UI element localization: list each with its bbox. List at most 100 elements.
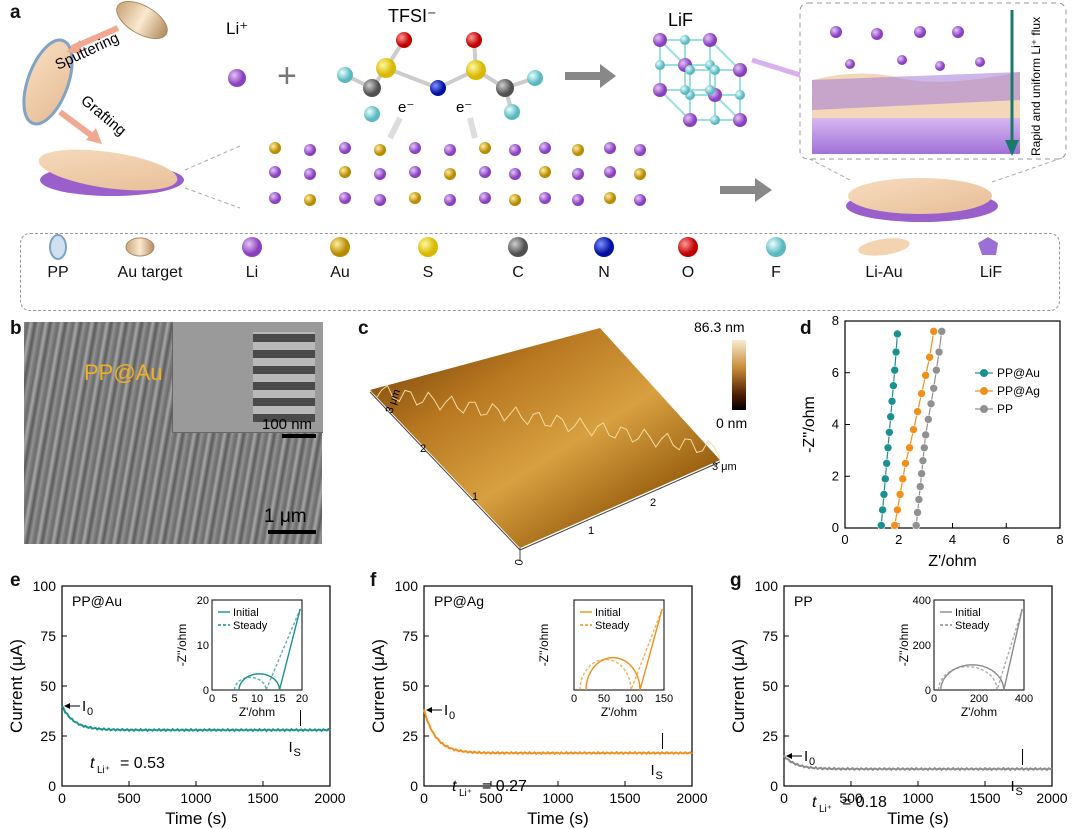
sem-sample-label: PP@Au [84,360,163,385]
afm-tick-right-2: 2 [650,497,656,509]
f-inset-legend-label-1: Steady [595,620,630,632]
d-ylabel: -Z''/ohm [801,396,818,453]
legend-li-au-label: Li-Au [865,264,903,281]
electron-label-2: e⁻ [456,99,472,116]
afm-axis-right [519,461,721,551]
f-xtick-label: 500 [479,790,503,806]
afm-max-label: 86.3 nm [694,319,745,335]
d-point [914,495,924,504]
plus-sign: + [277,57,297,95]
d-xtick-label: 2 [895,532,902,547]
eis-chart-d: 0 2 4 6 8 0 2 4 6 8 Z'/ohm -Z''/ohm PP@Au PP@Ag PP [801,315,1064,570]
d-point [921,430,930,440]
d-xlabel: Z'/ohm [928,553,976,570]
g-inset-frame [933,599,1025,691]
legend-pp-label: PP [47,264,69,281]
g-is-sub: S [1016,786,1023,798]
e-ytick-label: 25 [40,728,56,744]
g-inset-ytick-label: 200 [913,640,931,652]
li-atom [634,144,646,156]
e-ytick-label: 100 [33,578,57,594]
lif-label: LiF [668,10,693,30]
electron-arrows-icon [387,116,478,140]
f-i0-arrowhead [426,707,432,713]
g-current-line [783,754,1053,772]
d-point [876,521,886,530]
g-inset-xtick-label: 200 [970,693,988,705]
legend-li-au-icon [858,238,910,256]
au-atom [409,192,421,204]
legend-au-target-icon [125,237,155,257]
d-point [889,381,898,390]
g-i0-label: I [804,748,808,765]
f-inset-xtick-label: 100 [625,693,643,705]
li-atom [374,194,386,206]
li-ion-icon [228,69,246,87]
e-xtick-label: 0 [58,790,66,806]
f-is-sub: S [656,770,663,782]
e-ytick-label: 0 [48,778,56,794]
grafting-arrow-icon [58,109,97,141]
d-xtick-label: 0 [841,532,848,547]
li-atom [409,166,421,178]
g-inset-ytick-label: 0 [925,685,931,697]
d-point [913,407,922,416]
d-point [917,469,926,478]
au-atom [269,142,281,154]
legend-lif-icon [978,237,998,255]
lif-lattice-atoms [653,33,747,127]
panel-a-illustration: Sputtering Grafting Li⁺ + TFSI⁻ e⁻ e⁻ [22,0,1067,222]
f-ylabel: Current (μA) [369,639,388,733]
afm-colorbar [732,340,746,410]
li-atom [269,166,281,178]
li-atom [539,192,551,204]
legend-icons [49,234,998,260]
d-point [932,365,941,375]
e-xlabel: Time (s) [165,809,227,828]
e-inset-steady-line [233,608,301,691]
e-t-sub: Li⁺ [97,765,110,776]
d-point [937,327,947,336]
d-point [915,482,925,491]
d-ytick-label: 4 [832,417,839,432]
d-point [913,508,922,517]
f-ytick-label: 50 [402,678,418,694]
f-inset-legend-label-0: Initial [595,607,621,619]
scale-small-bar [282,434,316,438]
d-point [929,383,938,393]
e-xtick-label: 500 [117,790,141,806]
g-is-label: I [1011,778,1015,795]
d-xtick-label: 8 [1056,532,1063,547]
d-point [924,415,933,424]
e-inset-xtick-label: 10 [251,693,263,705]
e-is-sub: S [294,747,301,759]
li-atom [572,168,584,180]
li-atom [409,142,421,154]
legend-li-icon [242,237,262,257]
g-inset-xlabel: Z'/ohm [961,705,997,719]
au-atom [444,168,456,180]
au-atom [604,192,616,204]
au-atom [509,194,521,206]
legend-s-icon [418,237,438,257]
d-point [881,474,890,484]
g-xtick-label: 1500 [969,790,1000,806]
e-inset-ytick-label: 20 [197,595,209,607]
e-inset-ytick-label: 0 [203,685,209,697]
f-title: PP@Ag [434,593,484,609]
f-i0-sub: 0 [449,710,455,722]
afm-tick-left-2: 2 [420,443,426,455]
au-atom [339,166,351,178]
legend-o-label: O [681,264,695,281]
au-atom [479,142,491,154]
li-ion-label: Li⁺ [226,19,248,38]
e-title: PP@Au [72,593,122,609]
f-ytick-label: 100 [395,578,419,594]
d-legend-marker [980,405,988,413]
f-xtick-label: 1500 [609,790,640,806]
panel-label-a: a [10,2,21,23]
e-i0-sub: 0 [87,706,93,718]
panel-label-e: e [10,570,21,591]
li-atom [339,142,351,154]
li-atom [509,144,521,156]
